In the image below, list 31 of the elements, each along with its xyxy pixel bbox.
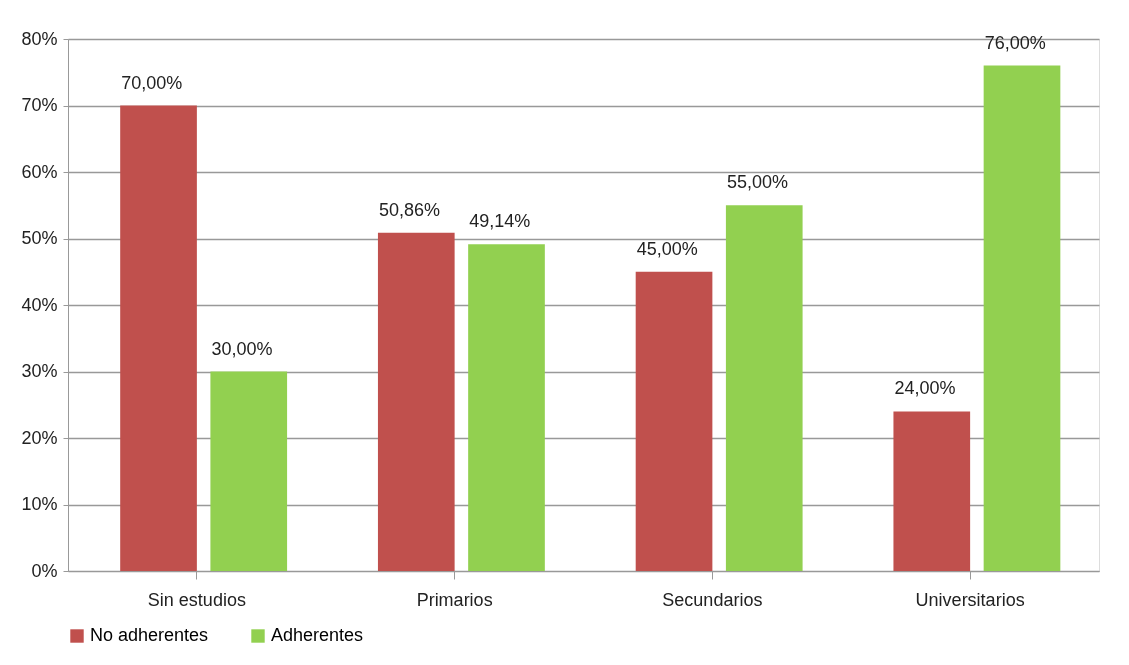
legend-label: Adherentes <box>271 625 364 645</box>
x-tick-label: Primarios <box>416 589 493 610</box>
y-tick-label: 30% <box>21 361 58 381</box>
bar <box>725 205 803 571</box>
data-label: 50,86% <box>378 199 441 220</box>
bar <box>210 371 288 571</box>
y-tick-label: 40% <box>21 294 58 315</box>
x-tick-label: Universitarios <box>915 589 1025 610</box>
bar <box>893 411 971 571</box>
y-tick-label: 20% <box>21 427 58 448</box>
x-tick-label: Sin estudios <box>147 589 246 610</box>
data-label: 55,00% <box>726 172 789 193</box>
y-tick-label: 70% <box>21 95 58 115</box>
bar <box>635 271 713 571</box>
y-tick-label: 60% <box>21 161 58 182</box>
y-tick-label: 50% <box>21 228 58 248</box>
data-label: 49,14% <box>469 211 531 232</box>
data-label: 24,00% <box>894 378 956 399</box>
data-label: 30,00% <box>211 338 273 359</box>
bar <box>377 232 455 571</box>
x-tick-label: Secundarios <box>662 589 763 610</box>
data-label: 45,00% <box>636 238 698 259</box>
bar <box>983 65 1061 571</box>
legend-label: No adherentes <box>90 625 209 645</box>
bar <box>120 105 197 571</box>
data-label: 70,00% <box>121 72 183 93</box>
y-tick-label: 0% <box>31 560 58 581</box>
bar <box>468 244 545 571</box>
y-tick-label: 80% <box>21 28 58 49</box>
data-label: 76,00% <box>984 32 1046 53</box>
y-tick-label: 10% <box>21 494 58 514</box>
